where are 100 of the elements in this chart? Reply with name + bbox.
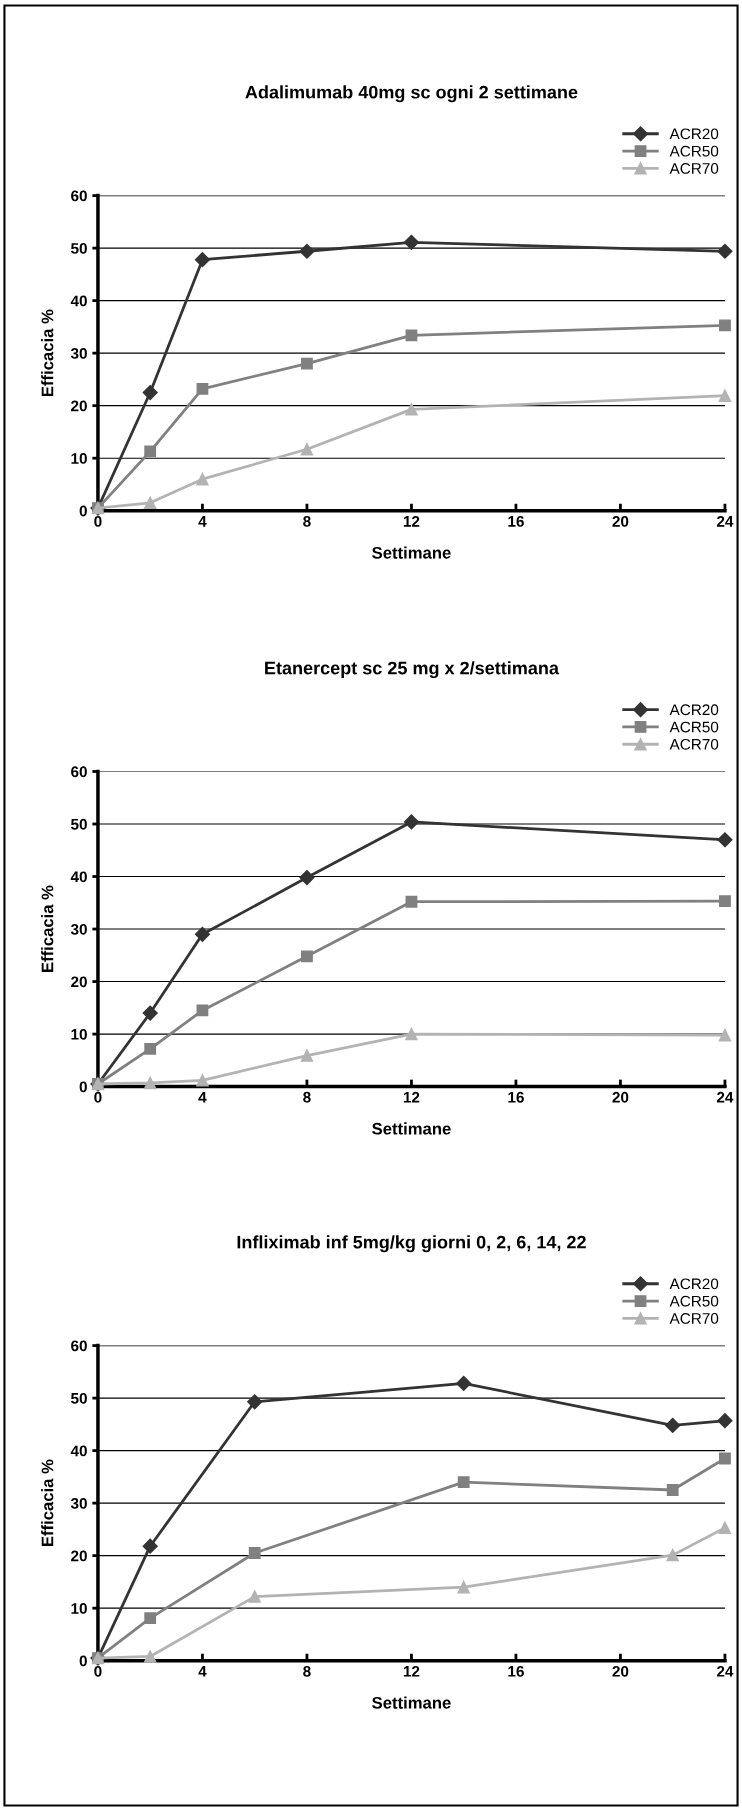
point xyxy=(301,950,313,963)
x-tick-label: 4 xyxy=(198,516,207,527)
point xyxy=(299,870,315,886)
x-tick-label: 20 xyxy=(612,515,629,527)
y-tick-label: 30 xyxy=(70,1498,87,1509)
point xyxy=(405,329,418,342)
point xyxy=(717,832,733,848)
x-tick-label: 24 xyxy=(716,1665,734,1677)
point xyxy=(248,1590,261,1603)
y-tick-label: 20 xyxy=(71,1550,87,1562)
x-axis-title: Settimane xyxy=(372,1696,451,1709)
point xyxy=(717,243,733,259)
point xyxy=(194,252,211,268)
point xyxy=(457,1580,470,1594)
legend-label: ACR20 xyxy=(669,128,719,140)
x-tick-label: 24 xyxy=(716,1091,734,1103)
point xyxy=(144,1612,157,1625)
y-tick-label: 10 xyxy=(71,1028,87,1040)
point xyxy=(196,382,209,395)
x-tick-label: 16 xyxy=(508,1091,524,1103)
y-tick-label: 40 xyxy=(70,871,87,883)
x-tick-label: 8 xyxy=(303,1665,311,1677)
chart-title: Adalimumab 40mg sc ogni 2 settimane xyxy=(245,85,578,103)
x-tick-label: 8 xyxy=(303,515,311,527)
x-tick-label: 4 xyxy=(198,1666,207,1677)
point xyxy=(196,472,209,486)
point xyxy=(457,1476,470,1489)
legend-label: ACR50 xyxy=(669,721,719,733)
point xyxy=(194,926,211,942)
x-tick-label: 20 xyxy=(612,1665,629,1677)
point xyxy=(403,814,420,830)
point xyxy=(248,1547,261,1559)
point xyxy=(142,1538,158,1554)
y-tick-label: 40 xyxy=(70,1445,87,1457)
legend-label: ACR70 xyxy=(669,163,719,174)
y-tick-label: 50 xyxy=(71,242,87,254)
point xyxy=(142,384,158,401)
point xyxy=(665,1417,681,1433)
x-tick-label: 12 xyxy=(403,1091,420,1103)
y-tick-label: 50 xyxy=(71,818,87,830)
x-axis-title: Settimane xyxy=(372,546,451,559)
x-tick-label: 0 xyxy=(94,1091,102,1103)
point xyxy=(143,1650,157,1663)
y-tick-label: 10 xyxy=(71,453,87,464)
point xyxy=(405,895,418,908)
x-tick-label: 0 xyxy=(94,515,102,527)
point xyxy=(718,1521,732,1535)
chart-title: Etanercept sc 25 mg x 2/settimana xyxy=(265,661,560,679)
point xyxy=(456,1375,472,1391)
y-tick-label: 0 xyxy=(79,1081,87,1093)
point xyxy=(718,389,732,402)
y-tick-label: 60 xyxy=(71,766,87,778)
y-tick-label: 20 xyxy=(71,976,87,988)
point xyxy=(143,1076,157,1090)
legend-label: ACR50 xyxy=(669,1295,719,1307)
y-tick-label: 20 xyxy=(71,400,87,412)
legend-label: ACR70 xyxy=(669,738,719,750)
y-tick-label: 60 xyxy=(71,1340,87,1352)
point xyxy=(717,1413,733,1429)
y-tick-label: 50 xyxy=(71,1392,87,1404)
y-axis-title: Efficacia % xyxy=(41,1459,54,1547)
x-tick-label: 24 xyxy=(716,515,734,527)
x-tick-label: 20 xyxy=(612,1091,629,1103)
legend-label: ACR70 xyxy=(669,1313,719,1324)
point xyxy=(142,1005,158,1021)
point xyxy=(196,1074,209,1087)
point xyxy=(301,357,313,370)
x-tick-label: 16 xyxy=(508,515,524,527)
x-tick-label: 12 xyxy=(403,515,420,527)
y-tick-label: 40 xyxy=(70,295,87,307)
y-tick-label: 30 xyxy=(70,923,87,935)
legend-label: ACR20 xyxy=(669,1278,719,1290)
point xyxy=(666,1548,679,1562)
point xyxy=(718,1028,732,1042)
legend-label: ACR50 xyxy=(669,145,719,157)
y-axis-title: Efficacia % xyxy=(41,309,54,397)
y-tick-label: 30 xyxy=(70,348,87,359)
point xyxy=(403,234,420,250)
point xyxy=(666,1484,679,1496)
y-tick-label: 10 xyxy=(71,1603,87,1614)
point xyxy=(719,1452,731,1465)
x-tick-label: 0 xyxy=(94,1665,102,1677)
y-tick-label: 0 xyxy=(79,505,87,517)
chart-title: Infliximab inf 5mg/kg giorni 0, 2, 6, 14, 22 xyxy=(237,1235,586,1253)
point xyxy=(143,496,157,510)
point xyxy=(144,1042,157,1055)
point xyxy=(300,443,314,456)
y-tick-label: 60 xyxy=(71,190,87,202)
point xyxy=(299,243,315,259)
point xyxy=(247,1394,263,1410)
x-tick-label: 8 xyxy=(303,1091,311,1103)
point xyxy=(719,895,731,908)
x-tick-label: 12 xyxy=(403,1665,420,1677)
y-tick-label: 0 xyxy=(79,1655,87,1667)
y-axis-title: Efficacia % xyxy=(41,885,54,972)
x-axis-title: Settimane xyxy=(372,1122,451,1135)
legend-label: ACR20 xyxy=(669,704,719,716)
x-tick-label: 16 xyxy=(508,1665,524,1677)
point xyxy=(300,1049,314,1062)
point xyxy=(719,319,731,332)
